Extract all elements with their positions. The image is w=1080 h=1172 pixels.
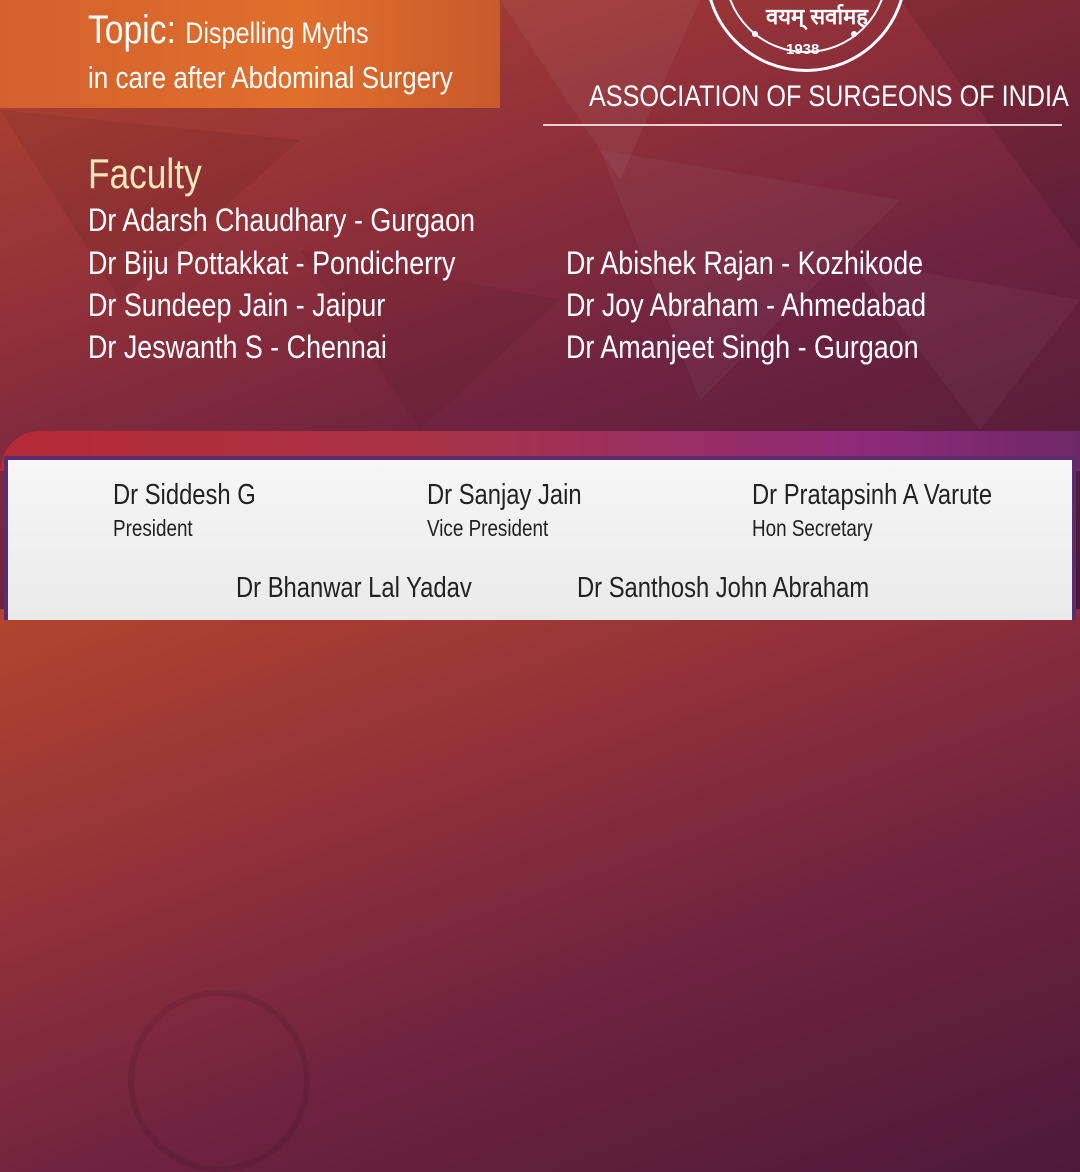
logo-year: 1938 — [786, 41, 820, 58]
office-bearer-name: Dr Siddesh G — [113, 479, 256, 511]
topic-banner — [0, 0, 500, 108]
faculty-member: Dr Jeswanth S - Chennai — [88, 329, 387, 365]
office-bearer-role: Hon Secretary — [752, 515, 873, 541]
office-bearer-role: President — [113, 515, 193, 541]
logo-motto: वयम् सर्वामह — [766, 4, 868, 29]
faculty-member: Dr Amanjeet Singh - Gurgaon — [566, 329, 919, 365]
faculty-heading: Faculty — [88, 150, 202, 197]
faculty-member: Dr Sundeep Jain - Jaipur — [88, 287, 386, 323]
watermark-logo — [128, 990, 310, 1172]
faculty-member: Dr Biju Pottakkat - Pondicherry — [88, 245, 456, 281]
polygon-background — [0, 0, 1080, 430]
divider — [543, 124, 1062, 126]
faculty-member: Dr Adarsh Chaudhary - Gurgaon — [88, 202, 475, 238]
office-bearer-name: Dr Sanjay Jain — [427, 479, 582, 511]
topic-line-2: in care after Abdominal Surgery — [88, 60, 453, 95]
office-bearer-name: Dr Santhosh John Abraham — [577, 572, 870, 604]
office-bearer-role: Vice President — [427, 515, 549, 541]
topic-label: Topic: — [88, 8, 176, 52]
office-bearer-name: Dr Pratapsinh A Varute — [752, 479, 993, 511]
faculty-member: Dr Abishek Rajan - Kozhikode — [566, 245, 924, 281]
topic-line-1: Topic: Dispelling Myths — [88, 8, 369, 53]
faculty-member: Dr Joy Abraham - Ahmedabad — [566, 287, 927, 323]
office-bearer-name: Dr Bhanwar Lal Yadav — [236, 572, 472, 604]
topic-title: Dispelling Myths — [185, 17, 369, 50]
organization-name: ASSOCIATION OF SURGEONS OF INDIA — [589, 80, 1069, 113]
